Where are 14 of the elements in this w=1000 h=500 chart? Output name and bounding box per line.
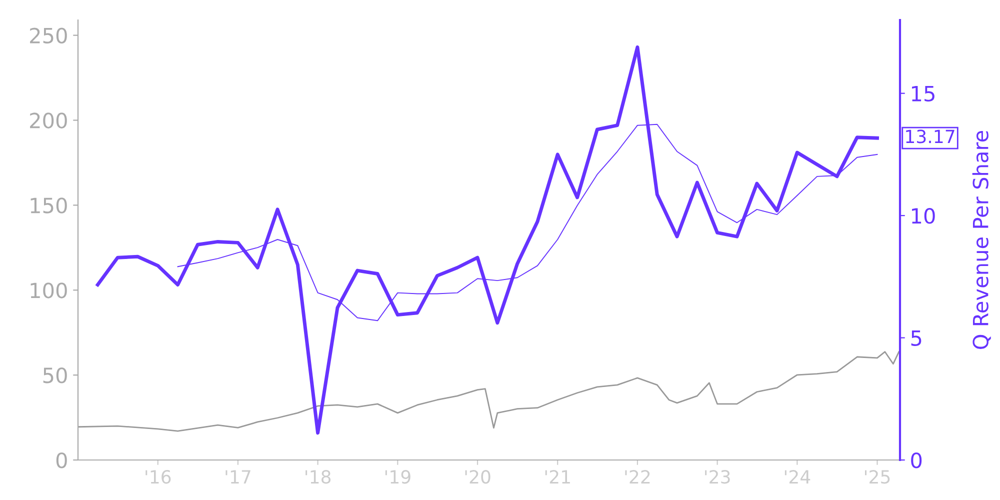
y2-tick-label: 10 xyxy=(912,208,935,224)
y-tick-label: 250 xyxy=(30,28,67,44)
y2-axis-title: Q Revenue Per Share xyxy=(972,130,991,349)
y-tick-label: 0 xyxy=(56,452,67,468)
y2-tick-label: 5 xyxy=(911,330,922,346)
y-tick-label: 150 xyxy=(30,198,67,214)
y-tick-label: 50 xyxy=(43,368,67,384)
text: 13.17 xyxy=(906,130,954,144)
y2-tick-label: 15 xyxy=(912,86,934,102)
y2-tick-label: 0 xyxy=(911,452,922,468)
y-tick-label: 100 xyxy=(30,282,67,298)
line-series xyxy=(96,45,879,435)
y-tick-label: 200 xyxy=(30,112,67,128)
line-series xyxy=(78,351,900,432)
